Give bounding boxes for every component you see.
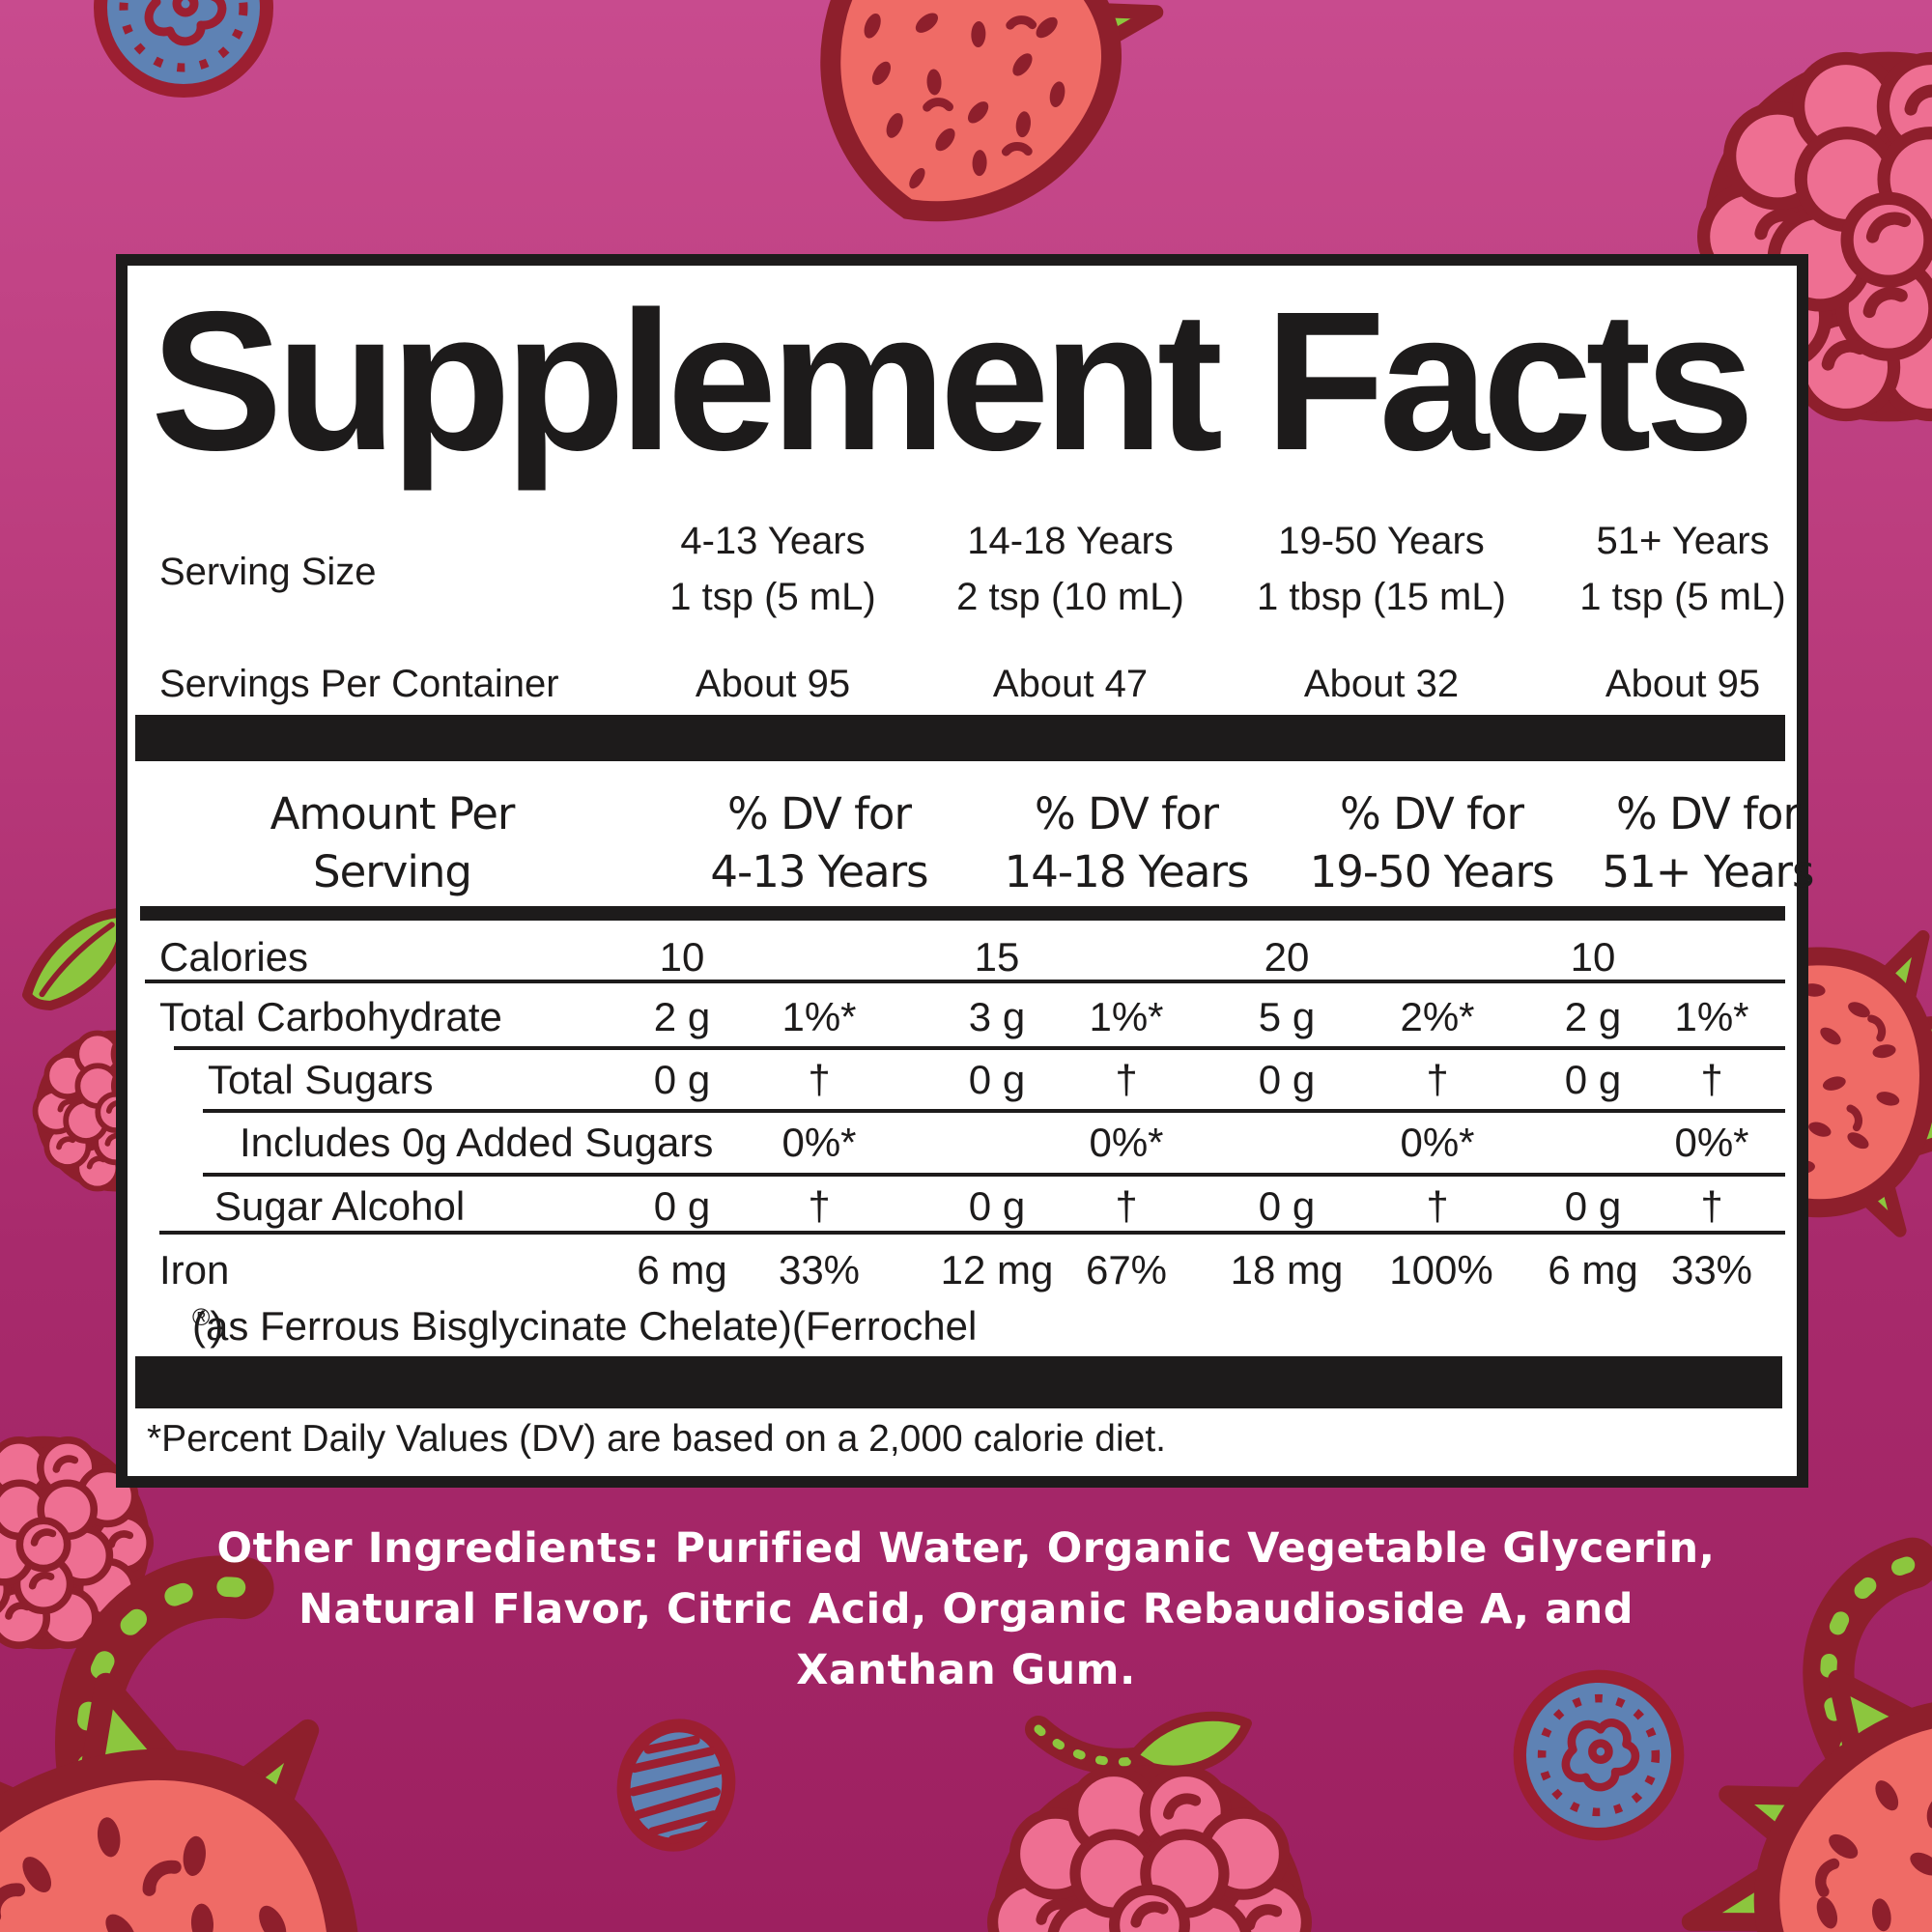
amount-per-serving-header: Amount Per <box>270 788 516 839</box>
servings-per-container-value: About 95 <box>695 663 851 705</box>
serving-amount: 1 tsp (5 mL) <box>1579 576 1786 618</box>
dv-header: % DV for <box>1035 788 1219 839</box>
panel-title: Supplement Facts <box>151 270 1755 492</box>
row-divider <box>203 1109 1785 1113</box>
divider-bar-medium <box>140 906 1785 921</box>
amount-value: 3 g <box>968 994 1026 1039</box>
dv-value: † <box>1700 1183 1723 1229</box>
dv-header: % DV for <box>727 788 912 839</box>
dv-header-age: 14-18 Years <box>1004 846 1250 897</box>
servings-per-container-value: About 47 <box>992 663 1149 705</box>
dv-value: 67% <box>1085 1247 1168 1293</box>
dv-header: % DV for <box>1616 788 1801 839</box>
amount-value: 0 g <box>1258 1183 1316 1229</box>
row-label-calories: Calories <box>159 934 309 980</box>
dv-value: † <box>1115 1057 1138 1102</box>
servings-per-container-label: Servings Per Container <box>159 663 559 705</box>
amount-value: 0 g <box>1564 1057 1622 1102</box>
amount-value: 0 g <box>1564 1183 1622 1229</box>
serving-age-group: 51+ Years <box>1596 520 1770 562</box>
row-divider <box>203 1173 1785 1177</box>
serving-age-group: 4-13 Years <box>680 520 866 562</box>
row-label-iron: Iron <box>159 1247 230 1293</box>
dv-header: % DV for <box>1340 788 1524 839</box>
dv-value: † <box>1426 1057 1449 1102</box>
amount-value: 2 g <box>653 994 711 1039</box>
servings-per-container-value: About 95 <box>1605 663 1761 705</box>
dv-value: † <box>1700 1057 1723 1102</box>
dv-value: † <box>1115 1183 1138 1229</box>
dv-value: 0%* <box>1089 1120 1164 1165</box>
daily-value-footnote: *Percent Daily Values (DV) are based on … <box>147 1418 1167 1460</box>
registered-trademark-symbol: ® <box>192 1304 211 1331</box>
amount-value: 0 g <box>653 1183 711 1229</box>
amount-value: 18 mg <box>1230 1247 1344 1293</box>
serving-amount: 2 tsp (10 mL) <box>956 576 1184 618</box>
amount-per-serving-header: Serving <box>313 846 472 897</box>
amount-value: 2 g <box>1564 994 1622 1039</box>
supplement-facts-panel <box>116 254 1808 1488</box>
iron-source-close: ) <box>210 1303 224 1349</box>
calories-value: 10 <box>659 934 705 980</box>
dv-value: 33% <box>778 1247 861 1293</box>
dv-value: † <box>808 1057 831 1102</box>
serving-size-label: Serving Size <box>159 551 377 593</box>
dv-value: 2%* <box>1400 994 1475 1039</box>
amount-value: 6 mg <box>1548 1247 1638 1293</box>
amount-value: 0 g <box>968 1183 1026 1229</box>
dv-value: 0%* <box>1400 1120 1475 1165</box>
calories-value: 10 <box>1570 934 1616 980</box>
other-ingredients-line: Xanthan Gum. <box>796 1646 1136 1694</box>
divider-bar-thick <box>135 715 1785 761</box>
row-label-added-sugars: Includes 0g Added Sugars <box>240 1120 714 1165</box>
divider-bar-thick <box>135 1356 1782 1408</box>
iron-source-note: (as Ferrous Bisglycinate Chelate)(Ferroc… <box>192 1304 977 1347</box>
amount-value: 0 g <box>1258 1057 1316 1102</box>
dv-value: 100% <box>1389 1247 1493 1293</box>
dv-value: 0%* <box>1674 1120 1749 1165</box>
row-label-sugar-alcohol: Sugar Alcohol <box>214 1183 466 1229</box>
iron-source-text: (as Ferrous Bisglycinate Chelate)(Ferroc… <box>192 1303 978 1349</box>
serving-amount: 1 tbsp (15 mL) <box>1257 576 1506 618</box>
row-label-total-sugars: Total Sugars <box>208 1057 434 1102</box>
amount-value: 0 g <box>968 1057 1026 1102</box>
serving-age-group: 14-18 Years <box>967 520 1174 562</box>
dv-header-age: 19-50 Years <box>1309 846 1555 897</box>
row-divider <box>145 980 1785 983</box>
row-label-total-carbohydrate: Total Carbohydrate <box>159 994 502 1039</box>
dv-value: 1%* <box>1089 994 1164 1039</box>
serving-amount: 1 tsp (5 mL) <box>669 576 876 618</box>
dv-header-age: 4-13 Years <box>710 846 928 897</box>
dv-header-age: 51+ Years <box>1602 846 1815 897</box>
servings-per-container-value: About 32 <box>1303 663 1460 705</box>
calories-value: 15 <box>974 934 1020 980</box>
dv-value: † <box>808 1183 831 1229</box>
dv-value: 1%* <box>1674 994 1749 1039</box>
amount-value: 12 mg <box>940 1247 1054 1293</box>
calories-value: 20 <box>1264 934 1310 980</box>
row-divider <box>159 1231 1785 1235</box>
amount-value: 5 g <box>1258 994 1316 1039</box>
row-divider <box>174 1046 1785 1050</box>
amount-value: 6 mg <box>637 1247 727 1293</box>
dv-value: 0%* <box>781 1120 857 1165</box>
serving-age-group: 19-50 Years <box>1278 520 1485 562</box>
dv-value: 1%* <box>781 994 857 1039</box>
amount-value: 0 g <box>653 1057 711 1102</box>
other-ingredients-line: Other Ingredients: Purified Water, Organ… <box>216 1524 1716 1573</box>
other-ingredients: Other Ingredients: Purified Water, Organ… <box>0 1519 1932 1701</box>
other-ingredients-line: Natural Flavor, Citric Acid, Organic Reb… <box>298 1585 1634 1634</box>
dv-value: 33% <box>1670 1247 1753 1293</box>
dv-value: † <box>1426 1183 1449 1229</box>
